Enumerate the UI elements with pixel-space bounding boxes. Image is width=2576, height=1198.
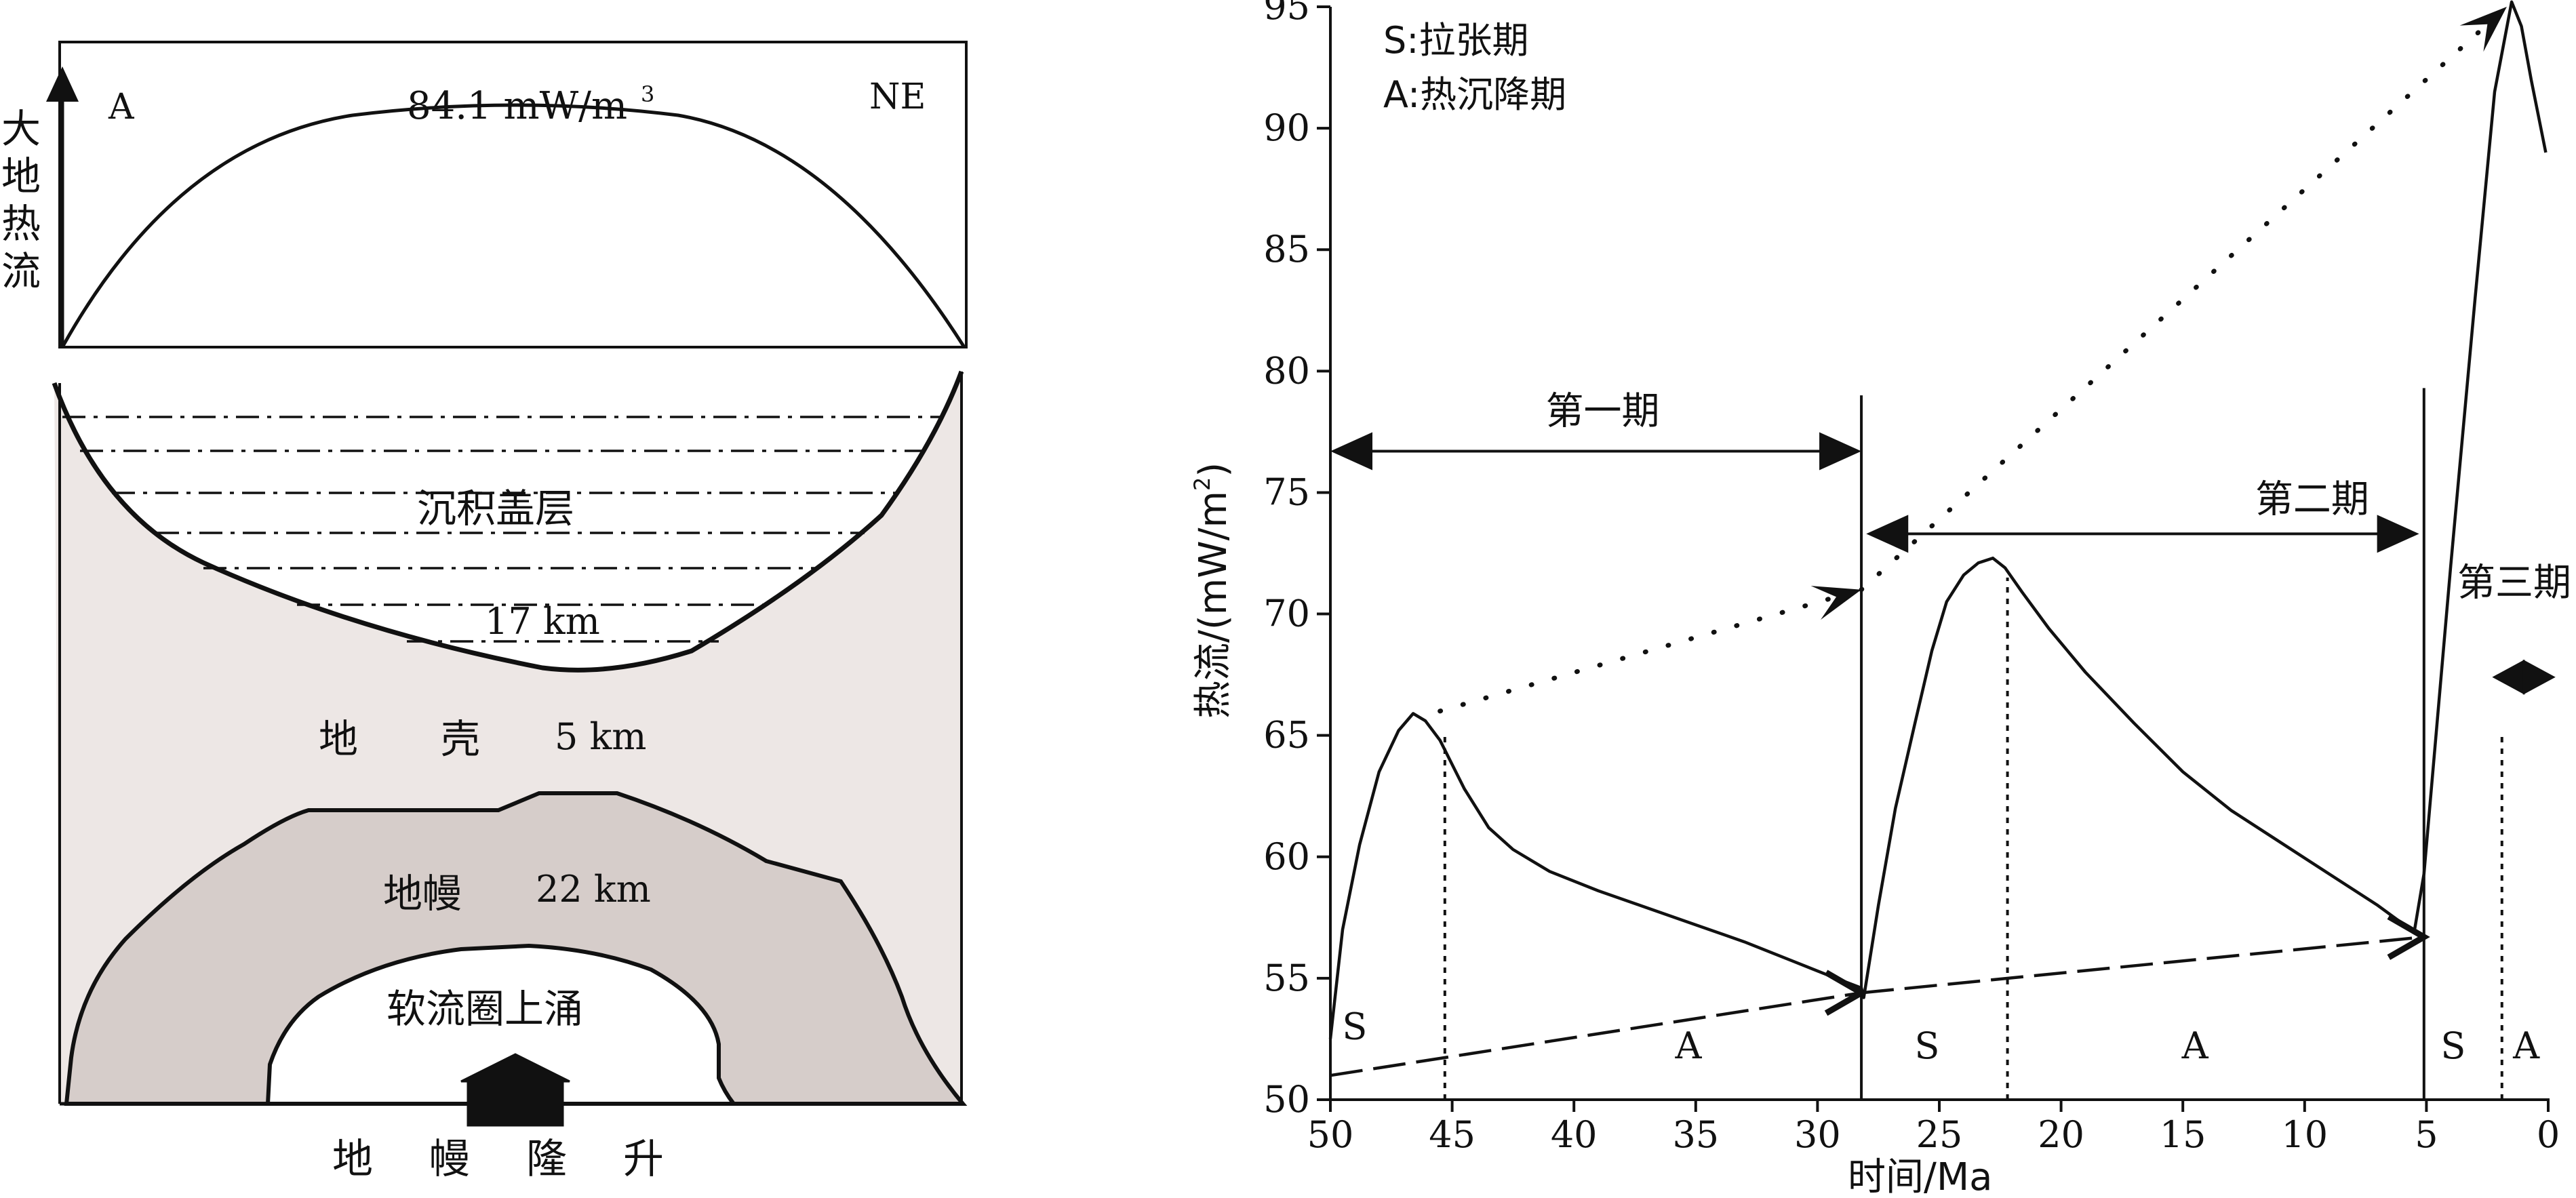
caption-char-3: 隆 [526,1136,567,1183]
period-arrow-right-icon [2377,515,2419,553]
x-tick-label: 45 [1429,1113,1475,1156]
period-label: 第一期 [1546,390,1660,434]
x-tick-label: 35 [1672,1113,1719,1156]
y-tick-label: 60 [1263,835,1310,878]
dotted-trend-segment [1859,4,2510,593]
phase-label: S [2440,1024,2465,1067]
y-axis-label-main: 热流/(mW/m [1191,491,1235,719]
dotted-trend-segment [1438,587,1864,714]
dotted-arrow-icon [2459,7,2507,52]
y-axis-label-text: 热流/(mW/m2) [1189,462,1235,719]
crust-thickness-label: 5 km [555,715,646,758]
dotted-arrow-icon [1810,586,1862,620]
phase-label: A [1675,1024,1703,1067]
phase-label: A [2512,1024,2540,1067]
x-tick-label: 50 [1307,1113,1354,1156]
x-tick-label: 10 [2281,1113,2328,1156]
phase-label: S [1915,1024,1940,1067]
asthenosphere-upwelling-label: 软流圈上涌 [387,986,583,1032]
heat-flow-arc [60,103,966,348]
profile-vertical-label: 大 地 热 流 [1,106,41,294]
mantle-thickness-label: 22 km [536,868,651,911]
basin-cross-section: 沉积盖层 17 km 地 壳 5 km 地幔 22 km 软流圈上涌 地 幔 隆… [52,370,968,1183]
mantle-label: 地幔 [383,871,462,917]
caption-char-4: 升 [623,1136,664,1183]
x-tick-label: 40 [1551,1113,1598,1156]
legend-entry-stretching: S:拉张期 [1383,19,1528,62]
period-arrow-left-icon [2492,659,2525,695]
mantle-uplift-caption: 地 幔 隆 升 [332,1136,664,1183]
phase-label: S [1342,1005,1367,1047]
asthenosphere-dome [265,943,738,1106]
legend-entry-thermal-subsidence: A:热沉降期 [1383,73,1566,116]
profile-label-char-2: 地 [1,153,41,199]
x-tick-label: 20 [2038,1113,2084,1156]
peak-marker-lines [1443,577,2503,1100]
mantle-upwelling-arrow-icon [460,1053,570,1127]
period-arrow-left-icon [1866,515,1909,553]
y-axis-label: 热流/(mW/m2) [1189,462,1235,719]
y-ticks: 50 55 60 65 70 75 80 85 90 95 [1263,0,1330,1121]
profile-axis-arrow-icon [46,66,79,102]
y-tick-label: 55 [1263,957,1310,999]
peak-value-superscript: 3 [641,81,654,107]
period-label: 第二期 [2255,477,2369,521]
y-tick-label: 50 [1263,1078,1310,1121]
y-tick-label: 80 [1263,349,1310,392]
profile-end-right: NE [869,77,926,117]
y-tick-label: 95 [1263,0,1310,28]
y-axis-label-close: ) [1191,462,1235,477]
period-label: 第三期 [2457,561,2571,605]
period-arrow-right-icon [2522,659,2556,695]
x-ticks: 50 45 40 35 30 25 20 15 10 5 0 [1307,1100,2560,1156]
sediment-thickness-label: 17 km [485,600,600,643]
x-tick-label: 25 [1916,1113,1963,1156]
y-axis-label-sup: 2 [1189,477,1215,491]
basement-boundary [52,370,964,673]
x-tick-label: 30 [1794,1113,1841,1156]
crust-label-char-1: 地 [319,716,358,762]
profile-label-char-3: 热 [1,201,41,247]
y-tick-label: 70 [1263,593,1310,635]
crust-label-char-2: 壳 [441,716,480,762]
x-tick-label: 0 [2537,1113,2560,1156]
trend-arrow-icon [1824,970,1868,1016]
peak-value-text: 84.1 mW/m [407,84,627,128]
left-panel: A NE 84.1 mW/m 3 大 地 热 流 [1,41,968,1183]
heat-flow-series [1328,0,2548,1039]
sediment-body [54,372,962,671]
y-tick-label: 65 [1263,714,1310,757]
caption-char-2: 幔 [429,1136,470,1183]
x-axis-label: 时间/Ma [1848,1155,1993,1198]
x-tick-label: 15 [2160,1113,2206,1156]
period-arrow-left-icon [1330,432,1372,471]
trend-lines [1330,4,2510,1077]
heat-flow-curve [1328,0,2548,1039]
profile-label-char-4: 流 [1,248,41,294]
x-tick-label: 5 [2415,1113,2438,1156]
period-dividers [1860,388,2425,1100]
trend-arrow-icon [2387,914,2430,960]
peak-heat-flow-value: 84.1 mW/m 3 [407,81,654,128]
y-tick-label: 90 [1263,106,1310,149]
profile-frame [58,41,968,348]
y-tick-label: 75 [1263,471,1310,513]
phase-label: A [2181,1024,2209,1067]
y-tick-label: 85 [1263,228,1310,271]
dashed-trend-segment [1861,935,2425,995]
sediment-cover-label: 沉积盖层 [417,485,574,532]
heat-flow-profile: A NE 84.1 mW/m 3 大 地 热 流 [1,41,968,348]
sediment-strata [62,416,944,643]
caption-char-1: 地 [332,1136,373,1183]
dashed-trend-segment [1330,991,1862,1077]
period-arrow-right-icon [1819,432,1862,471]
profile-end-left: A [108,87,135,127]
chart-legend: S:拉张期 A:热沉降期 [1383,19,1566,116]
profile-label-char-1: 大 [1,106,41,152]
